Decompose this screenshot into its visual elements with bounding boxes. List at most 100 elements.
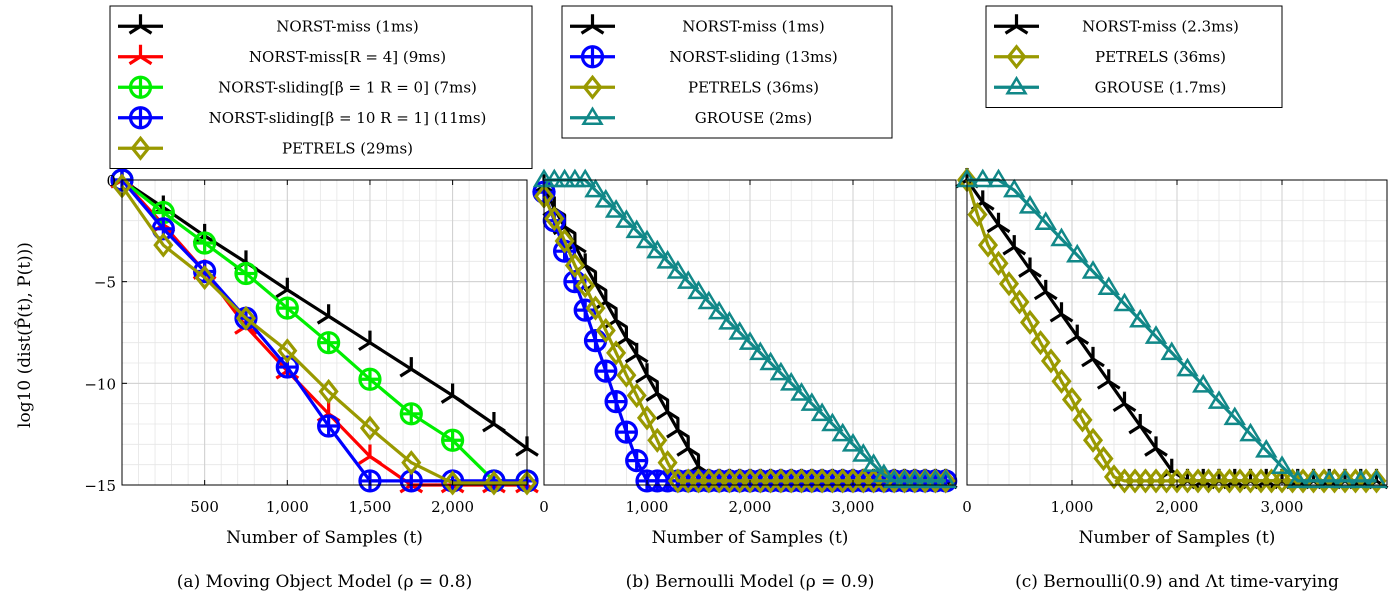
data-point-2-1-2 — [977, 232, 999, 258]
data-point-0-4-10 — [516, 470, 538, 496]
data-point-2-2-16 — [1207, 390, 1231, 409]
data-point-2-1-7 — [1030, 330, 1051, 356]
data-point-2-2-14 — [1176, 357, 1199, 377]
data-point-0-4-8 — [442, 470, 463, 496]
data-point-1-3-8 — [615, 209, 638, 228]
y-tick-label: −5 — [94, 274, 116, 292]
legend-marker-1 — [1006, 44, 1027, 70]
axes-frame — [121, 179, 528, 486]
data-point-1-2-1 — [544, 206, 565, 232]
data-point-2-1-9 — [1051, 368, 1072, 394]
series-0-3 — [110, 168, 539, 493]
y-tick-label: 0 — [106, 172, 116, 190]
data-point-2-2-22 — [1302, 469, 1325, 489]
data-point-1-0-13 — [666, 418, 690, 439]
data-point-1-3-25 — [790, 382, 813, 401]
data-point-2-2-19 — [1255, 439, 1278, 458]
data-point-2-1-5 — [1009, 289, 1030, 315]
data-point-2-1-1 — [967, 202, 988, 228]
series-0-4 — [111, 173, 538, 496]
data-point-1-3-10 — [635, 229, 659, 249]
data-point-1-3-22 — [759, 351, 782, 371]
data-point-0-4-2 — [194, 265, 215, 291]
y-tick-label: −10 — [84, 375, 116, 393]
y-tick-label: −15 — [84, 477, 116, 495]
data-point-0-0-5 — [316, 304, 341, 325]
data-point-2-1-14 — [1103, 464, 1125, 490]
data-point-1-3-13 — [666, 260, 690, 279]
data-point-2-2-3 — [1003, 178, 1026, 198]
data-point-1-2-39 — [935, 468, 956, 494]
data-point-1-3-26 — [800, 392, 824, 411]
legend-marker-3 — [128, 106, 153, 130]
data-point-0-0-7 — [399, 357, 424, 378]
data-point-0-2-5 — [317, 331, 341, 355]
data-point-0-0-9 — [482, 412, 506, 433]
x-tick-label: 2,000 — [729, 498, 772, 516]
data-point-1-2-3 — [564, 252, 585, 278]
data-point-2-1-10 — [1061, 387, 1083, 413]
chart-caption: (c) Bernoulli(0.9) and Λt time-varying — [1015, 572, 1339, 592]
data-point-1-3-20 — [738, 331, 762, 350]
data-point-0-2-7 — [399, 402, 423, 426]
data-point-2-1-3 — [988, 250, 1009, 276]
legend-entry: NORST-miss (1ms) — [276, 17, 419, 35]
data-point-2-2-10 — [1113, 292, 1136, 312]
data-point-1-0-9 — [624, 342, 649, 364]
data-point-2-2-12 — [1144, 325, 1168, 344]
data-point-2-0-10 — [1112, 391, 1137, 413]
chart-caption: (b) Bernoulli Model (ρ = 0.9) — [626, 572, 875, 592]
data-point-0-0-4 — [275, 277, 300, 299]
data-point-1-3-33 — [872, 463, 896, 483]
data-point-1-3-12 — [656, 249, 679, 269]
data-point-1-3-39 — [934, 469, 957, 489]
chart-panel-c: 0 1,000 2,000 3,000 Number of Samples (t) (c)… — [955, 5, 1389, 592]
data-point-1-2-7 — [606, 340, 627, 366]
data-point-2-2-26 — [1365, 469, 1388, 489]
x-axis-label: Number of Samples (t) — [652, 528, 849, 548]
data-point-0-4-1 — [153, 232, 174, 258]
series-2-1 — [956, 167, 1387, 494]
chart-panel-a: 500 1,000 1,500 2,000 0 −5 −10 −15 Number of Sam… — [84, 5, 539, 592]
data-point-2-2-8 — [1081, 260, 1105, 279]
legend-entry: NORST-sliding (13ms) — [669, 48, 838, 66]
data-point-2-0-9 — [1096, 369, 1121, 390]
data-point-2-2-21 — [1286, 469, 1309, 489]
data-point-1-1-7 — [604, 390, 628, 414]
data-point-2-0-8 — [1081, 346, 1105, 368]
data-point-1-3-28 — [821, 412, 844, 432]
series-line-0-4 — [120, 185, 527, 485]
data-point-2-2-5 — [1034, 211, 1057, 230]
data-point-2-1-13 — [1093, 446, 1114, 472]
legend: NORST-miss (1ms) NORST-sliding (13ms) PETR… — [561, 5, 893, 139]
data-point-0-3-5 — [317, 414, 341, 438]
data-point-0-4-3 — [235, 305, 257, 331]
legend: NORST-miss (1ms) NORST-miss[R = 4] (9ms) N… — [109, 5, 533, 169]
data-point-1-3-32 — [862, 453, 885, 472]
data-point-1-3-23 — [769, 361, 793, 381]
chart-panel-b: 0 1,000 2,000 3,000 Number of Samples (t) (b)… — [532, 5, 958, 592]
data-point-2-1-4 — [998, 271, 1020, 297]
legend-marker-1 — [580, 45, 605, 69]
data-point-2-2-2 — [987, 168, 1010, 188]
x-tick-label: 1,000 — [266, 498, 309, 516]
data-point-1-0-11 — [645, 381, 670, 402]
data-point-2-2-20 — [1270, 455, 1294, 474]
x-axis-label: Number of Samples (t) — [226, 528, 423, 548]
data-point-1-2-2 — [554, 228, 575, 254]
legend-entry: NORST-miss (1ms) — [682, 17, 825, 35]
data-point-2-2-17 — [1223, 406, 1246, 426]
data-point-1-3-11 — [646, 239, 669, 259]
data-point-1-3-7 — [604, 199, 628, 218]
data-point-0-4-7 — [401, 450, 422, 476]
legend-marker-1 — [128, 44, 153, 66]
data-point-2-2-15 — [1192, 373, 1215, 393]
data-point-0-4-9 — [483, 470, 504, 496]
data-point-1-3-15 — [687, 280, 710, 300]
data-point-0-2-4 — [275, 296, 299, 320]
data-point-0-2-2 — [193, 231, 217, 255]
data-point-1-1-6 — [594, 359, 618, 383]
legend-marker-4 — [130, 135, 151, 161]
data-point-0-4-4 — [277, 338, 298, 364]
data-point-2-2-18 — [1239, 422, 1262, 442]
